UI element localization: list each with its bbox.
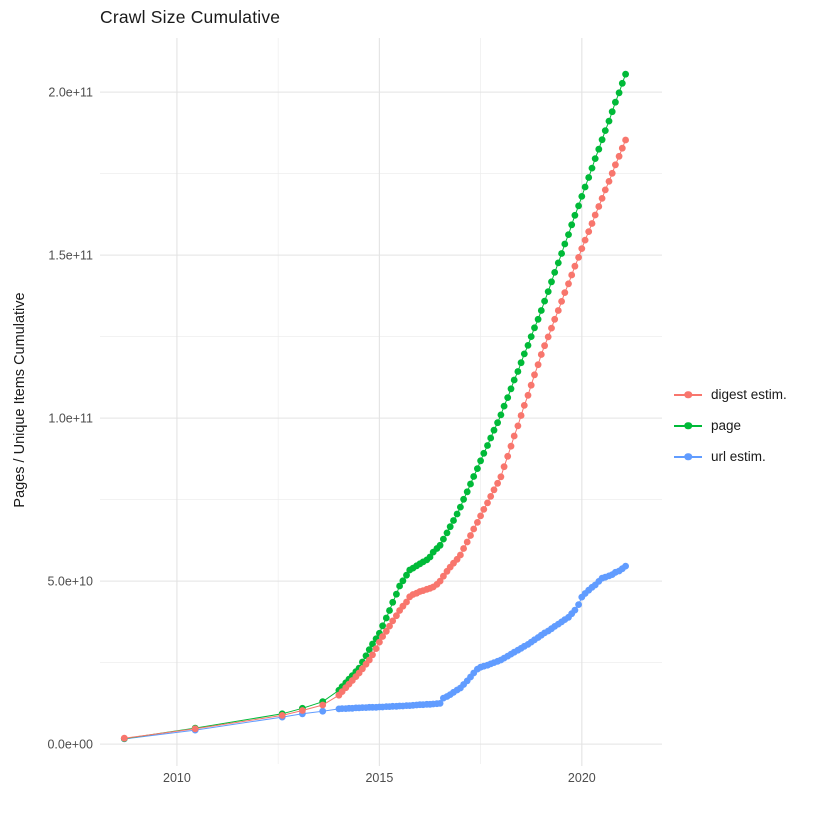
legend-item-page: page <box>674 410 787 441</box>
y-axis-title: Pages / Unique Items Cumulative <box>12 292 28 508</box>
legend-item-url-estim-: url estim. <box>674 441 787 472</box>
x-tick-label: 2015 <box>365 771 393 785</box>
y-tick-label: 1.0e+11 <box>48 411 93 425</box>
legend-label: digest estim. <box>711 387 787 402</box>
series-url-estim- <box>120 562 629 743</box>
x-tick-label: 2010 <box>163 771 191 785</box>
chart-legend: digest estim. page url estim. <box>674 379 787 472</box>
legend-key-icon <box>674 421 702 431</box>
chart-title: Crawl Size Cumulative <box>100 7 281 27</box>
legend-item-digest-estim-: digest estim. <box>674 379 787 410</box>
y-tick-label: 1.5e+11 <box>48 248 93 262</box>
series-digest-estim- <box>120 136 629 742</box>
legend-label: page <box>711 418 742 433</box>
x-tick-label: 2020 <box>568 771 596 785</box>
series-page <box>120 70 629 742</box>
y-tick-label: 2.0e+11 <box>48 85 93 99</box>
legend-key-icon <box>674 452 702 462</box>
y-tick-label: 5.0e+10 <box>47 574 93 588</box>
legend-key-icon <box>674 390 702 400</box>
y-tick-label: 0.0e+00 <box>47 737 93 751</box>
legend-label: url estim. <box>711 449 766 464</box>
